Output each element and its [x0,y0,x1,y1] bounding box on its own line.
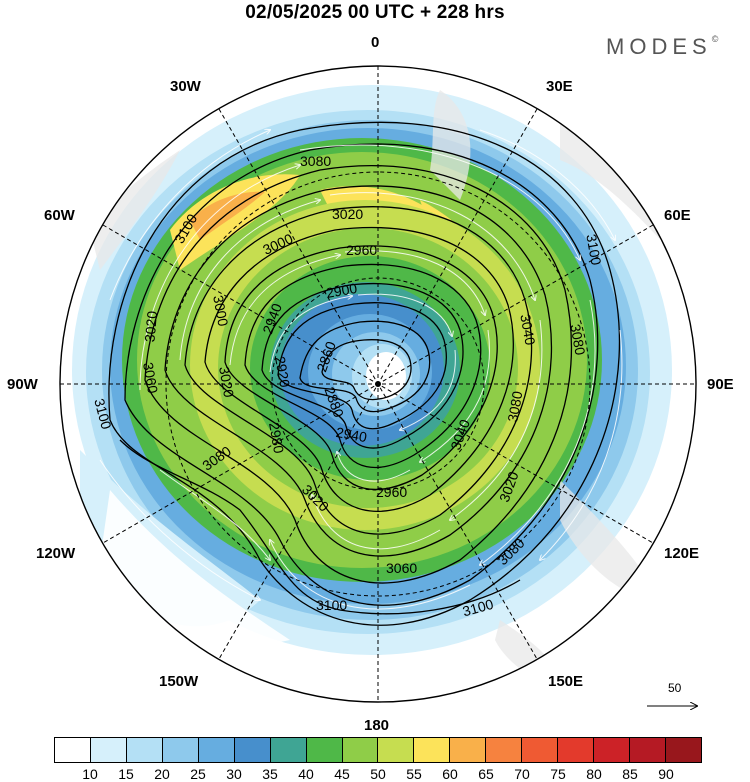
contour-label: 3100 [316,597,347,613]
lon-label-60w: 60W [44,207,75,224]
contour-label: 3080 [504,390,525,424]
lon-label-60e: 60E [664,207,691,224]
colorbar-segment [234,738,271,762]
colorbar-segment [378,738,415,762]
colorbar-tick-label: 85 [622,766,638,782]
contour-label: 2980 [266,421,287,455]
lon-label-150e: 150E [548,673,584,690]
colorbar-tick-label: 60 [442,766,458,782]
colorbar-segment [306,738,343,762]
colorbar-tick-label: 10 [82,766,98,782]
colorbar-segment [342,738,379,762]
colorbar-segment [414,738,451,762]
colorbar-tick-label: 70 [514,766,530,782]
colorbar-segment [630,738,666,762]
contour-label: 3020 [141,310,160,343]
colorbar-segment [90,738,127,762]
contour-label: 3040 [517,313,538,347]
lon-label-120w: 120W [36,545,76,562]
colorbar-tick-label: 90 [658,766,674,782]
contour-label: 3020 [216,365,237,399]
map-title: 02/05/2025 00 UTC + 228 hrs [245,2,505,23]
lon-label-150w: 150W [159,673,199,690]
colorbar-tick-label: 45 [334,766,350,782]
contour-label: 3060 [140,361,161,395]
colorbar-tick-label: 30 [226,766,242,782]
contour-label: 3100 [91,397,115,431]
lon-label-0: 0 [371,34,380,51]
wind-vectors [99,130,623,610]
colorbar-tick-label: 80 [586,766,602,782]
colorbar-tick-label: 25 [190,766,206,782]
colorbar-segment [665,738,701,762]
colorbar-segment [55,738,91,762]
contour-label: 3080 [567,323,588,357]
lon-label-180: 180 [364,717,390,734]
contour-label: 2940 [335,424,369,445]
lon-label-90w: 90W [7,376,38,393]
colorbar-tick-label: 35 [262,766,278,782]
colorbar [54,737,702,763]
brand-logo: MODES© [606,34,718,60]
colorbar-segment [450,738,487,762]
colorbar-labels: 10 15 20 25 30 35 40 45 50 55 60 65 70 75 80 85 90 [54,766,702,782]
contour-label: 2960 [346,242,377,258]
colorbar-segment [270,738,307,762]
pole-marker [375,381,381,387]
lon-label-30w: 30W [170,78,201,95]
contour-label: 3060 [386,560,417,576]
colorbar-segment [126,738,163,762]
colorbar-tick-label: 40 [298,766,314,782]
colorbar-segment [198,738,235,762]
lon-label-90e: 90E [707,376,734,393]
vector-reference-label: 50 [668,681,682,695]
contour-label: 2960 [376,484,407,500]
height-contours [108,121,621,626]
colorbar-segment [522,738,559,762]
colorbar-segment [486,738,523,762]
contour-label: 3080 [300,153,331,169]
contour-label: 3020 [332,206,363,222]
map-boundary [59,65,697,703]
colorbar-tick-label: 75 [550,766,566,782]
lon-label-120e: 120E [664,545,700,562]
lon-label-30e: 30E [546,78,573,95]
contour-label: 2900 [325,280,359,301]
brand-name: MODES [606,34,712,59]
colorbar-tick-label: 20 [154,766,170,782]
colorbar-segment [594,738,630,762]
colorbar-tick-label: 65 [478,766,494,782]
colorbar-tick-label: 55 [406,766,422,782]
colorbar-tick-label: 15 [118,766,134,782]
contour-label: 2920 [272,355,293,389]
copyright-symbol: © [711,34,719,44]
colorbar-segment [162,738,199,762]
colorbar-segment [558,738,595,762]
contour-label: 3100 [461,596,495,620]
contour-label: 3000 [210,294,231,328]
vector-reference-arrow [647,682,705,712]
colorbar-tick-label: 50 [370,766,386,782]
contour-label: 3100 [583,233,604,267]
